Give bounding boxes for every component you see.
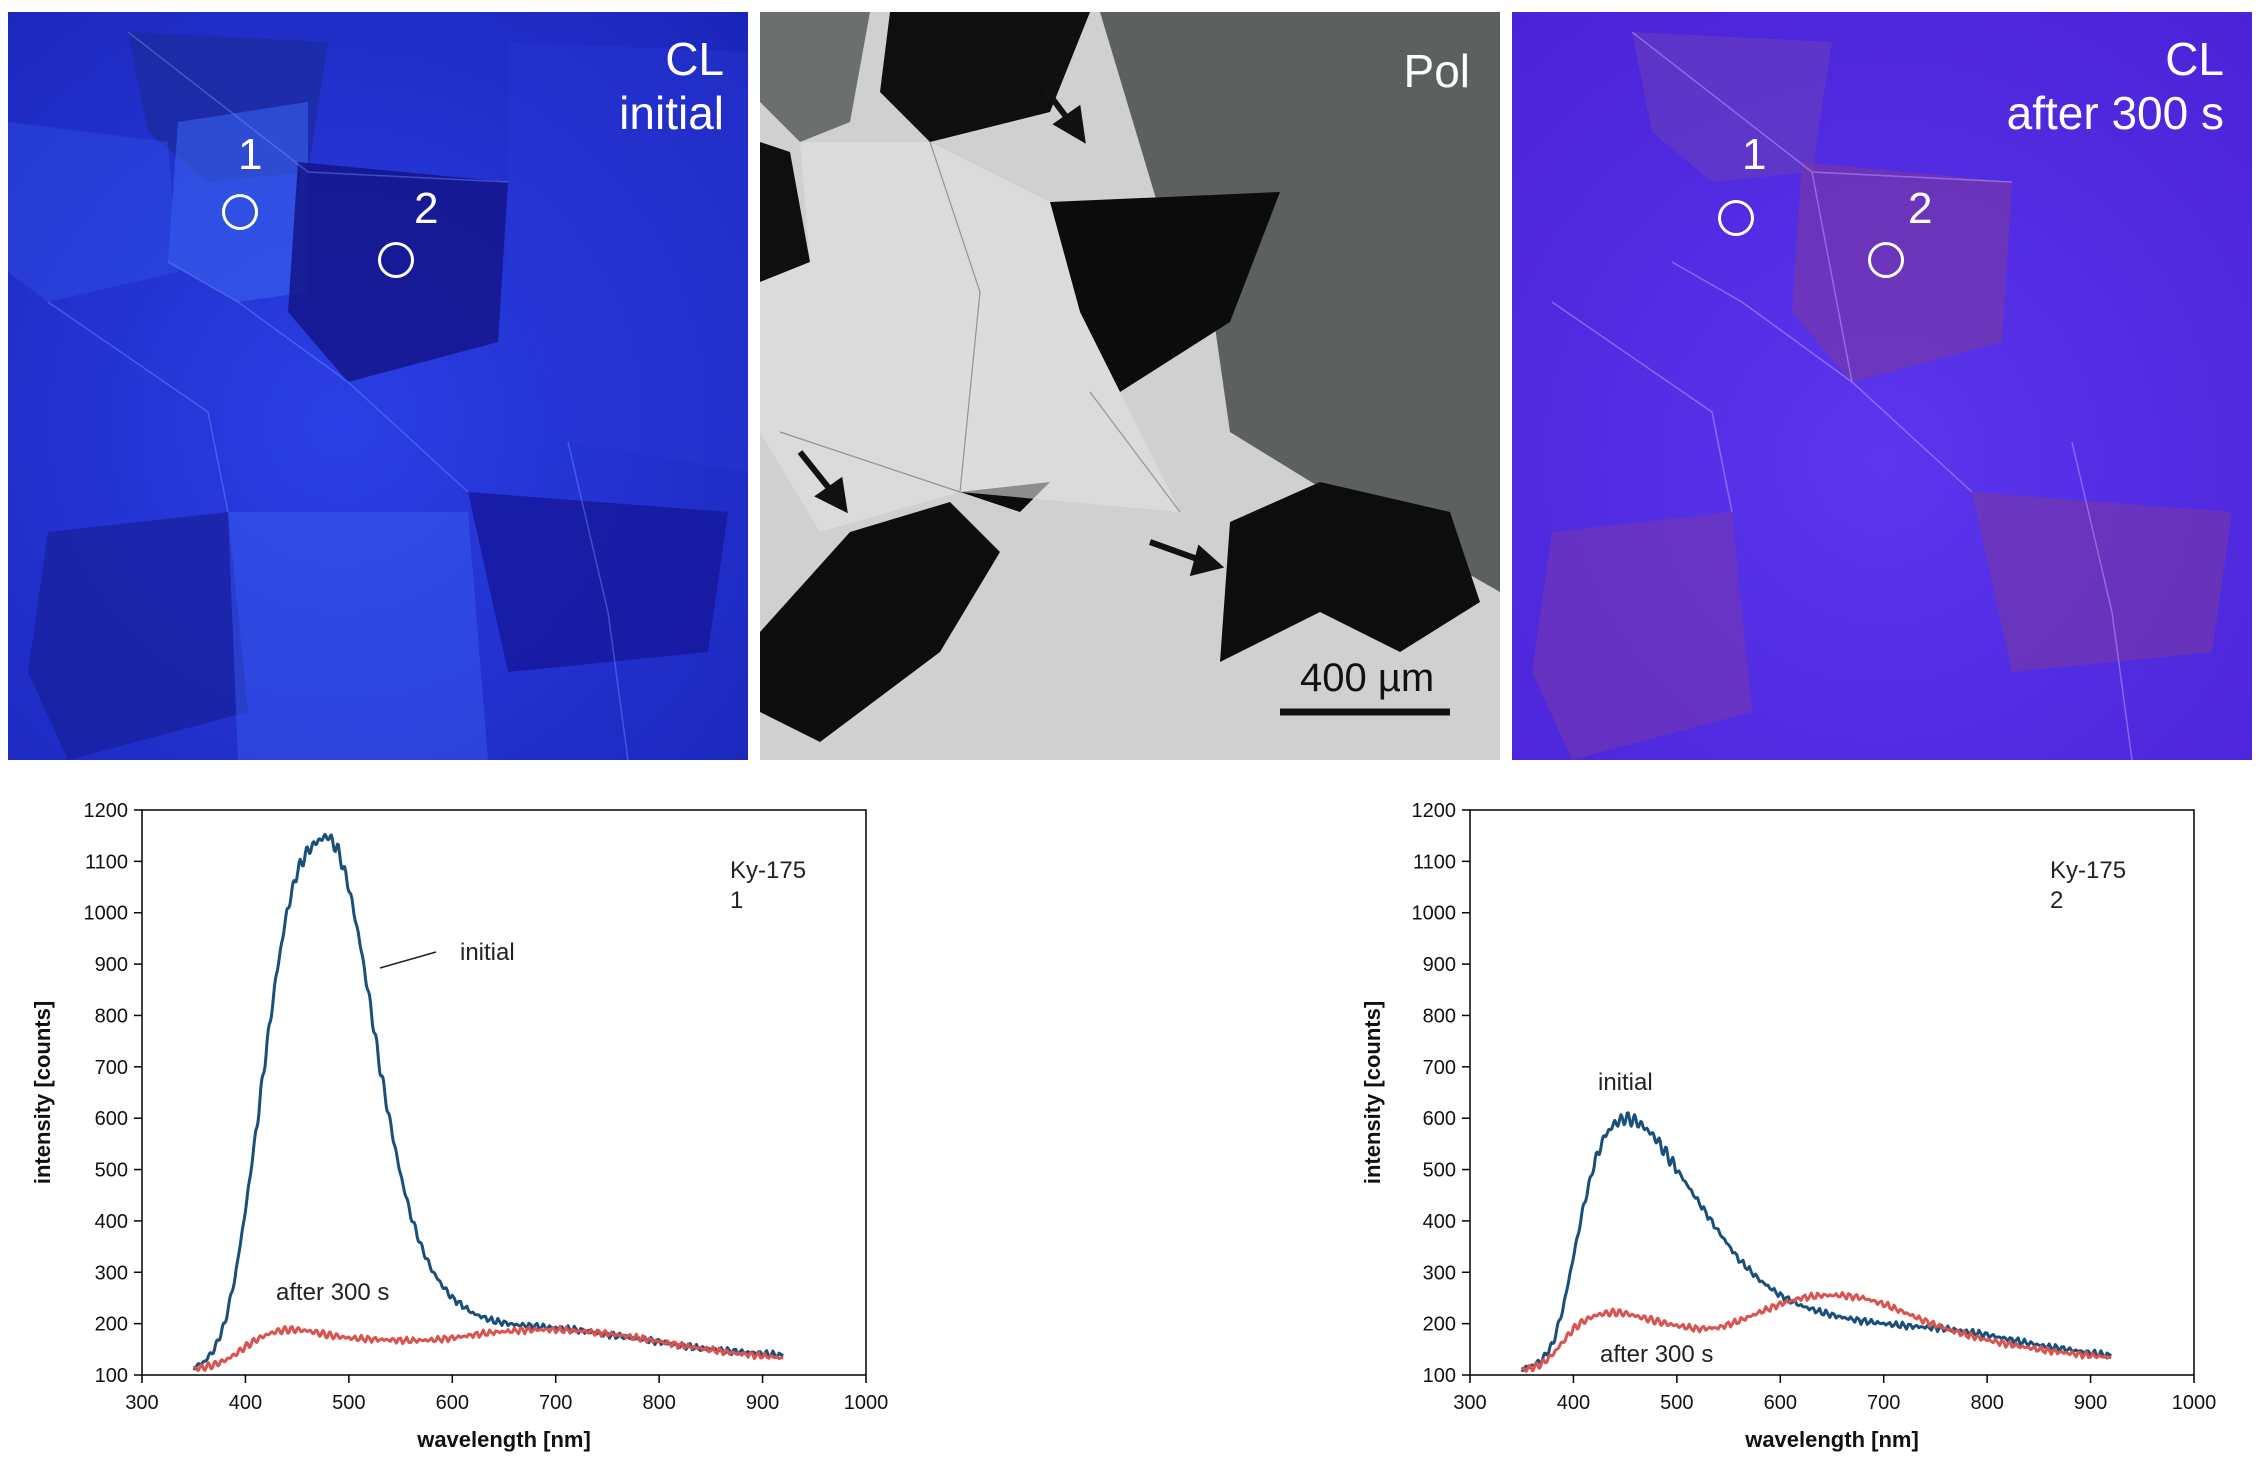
y-tick-label: 600 [95,1108,128,1130]
y-tick-label: 1000 [84,903,129,925]
x-tick-label: 700 [539,1392,572,1414]
plot-frame [141,809,867,1376]
cl-after-micrograph [1512,12,2252,760]
series-line-after-300s [1520,1291,2112,1373]
y-tick-label: 200 [1423,1314,1456,1336]
x-tick-label: 800 [1970,1392,2003,1414]
spectrum-chart-2: 100 200 300 400 500 600 700 800 900 1000 1100 1200 3… [1360,800,2217,1452]
y-tick-label: 300 [1423,1262,1456,1284]
y-tick-label: 800 [1423,1005,1456,1027]
cl-after-image: CL after 300 s 1 2 [1512,12,2252,760]
y-tick-label: 400 [95,1211,128,1233]
annotation-leader-line [379,951,437,969]
pol-micrograph [760,12,1500,760]
x-tick-label: 600 [1764,1392,1797,1414]
x-tick-label: 500 [1660,1392,1693,1414]
x-tick-label: 900 [2074,1392,2107,1414]
cl-initial-micrograph [8,12,748,760]
sample-label-line1: Ky-175 [730,857,806,884]
point-2-label: 2 [414,184,439,233]
cl-after-label: CL after 300 s [2007,32,2224,140]
y-tick-label: 300 [95,1262,128,1284]
annotation-initial: initial [460,939,515,966]
point-2-label-after: 2 [1908,184,1933,233]
cl-initial-label: CL initial [619,32,724,140]
x-tick-label: 900 [746,1392,779,1414]
cl-after-label-line2: after 300 s [2006,87,2224,139]
x-tick-label: 500 [332,1392,365,1414]
x-tick-label: 1000 [844,1392,889,1414]
y-tick-label: 600 [1423,1108,1456,1130]
x-tick-label: 1000 [2172,1392,2217,1414]
y-tick-label: 1000 [1412,903,1457,925]
y-tick-label: 900 [1423,954,1456,976]
cl-label-line1: CL [665,33,724,85]
x-tick-label: 400 [1557,1392,1590,1414]
point-1-circle [222,194,258,230]
point-1-label: 1 [238,130,263,179]
x-axis-label: wavelength [nm] [1744,1427,1919,1452]
pol-label: Pol [1403,45,1470,97]
x-tick-label: 700 [1867,1392,1900,1414]
plot-frame [1469,809,2195,1376]
y-tick-label: 700 [95,1057,128,1079]
point-1-circle-after [1718,200,1754,236]
sample-label-line2: 2 [2050,887,2063,914]
y-tick-label: 200 [95,1314,128,1336]
y-tick-label: 1100 [1413,851,1456,873]
sample-label-line2: 1 [730,887,743,914]
y-tick-label: 500 [1423,1160,1456,1182]
y-axis-label: intensity [counts] [30,1001,55,1184]
y-tick-label: 800 [95,1005,128,1027]
sample-label-line1: Ky-175 [2050,857,2126,884]
spectrum-chart-1: 100 200 300 400 500 600 700 800 900 1000 1100 1200 3… [30,800,889,1452]
x-tick-label: 300 [1453,1392,1486,1414]
point-2-circle [378,242,414,278]
cl-label-line2: initial [619,87,724,139]
point-2-circle-after [1868,242,1904,278]
scale-bar-text: 400 µm [1300,656,1435,700]
annotation-after-300s: after 300 s [276,1279,389,1306]
x-tick-label: 800 [642,1392,675,1414]
y-tick-label: 500 [95,1160,128,1182]
cl-initial-image: CL initial 1 2 [8,12,748,760]
series-line-after-300s [192,1325,784,1372]
x-tick-label: 600 [436,1392,469,1414]
x-tick-label: 400 [229,1392,262,1414]
y-axis-label: intensity [counts] [1360,1001,1385,1184]
pol-image: Pol 400 µm [760,12,1500,760]
chart-point-1: 100 200 300 400 500 600 700 800 900 1000 1100 1200 3… [0,790,900,1469]
y-tick-label: 100 [95,1365,128,1387]
y-tick-label: 100 [1423,1365,1456,1387]
x-axis-label: wavelength [nm] [416,1427,591,1452]
annotation-initial: initial [1598,1069,1653,1096]
cl-after-label-line1: CL [2165,33,2224,85]
annotation-after-300s: after 300 s [1600,1341,1713,1368]
y-tick-label: 1200 [1412,800,1457,822]
y-tick-label: 1200 [84,800,129,822]
x-tick-label: 300 [125,1392,158,1414]
point-1-label-after: 1 [1742,130,1767,179]
chart-point-2: 100 200 300 400 500 600 700 800 900 1000 1100 1200 3… [1330,790,2230,1469]
arrow-marks [797,80,1225,577]
y-tick-label: 1100 [85,851,128,873]
series-line-initial [1520,1111,2112,1373]
y-tick-label: 700 [1423,1057,1456,1079]
y-tick-label: 400 [1423,1211,1456,1233]
y-tick-label: 900 [95,954,128,976]
